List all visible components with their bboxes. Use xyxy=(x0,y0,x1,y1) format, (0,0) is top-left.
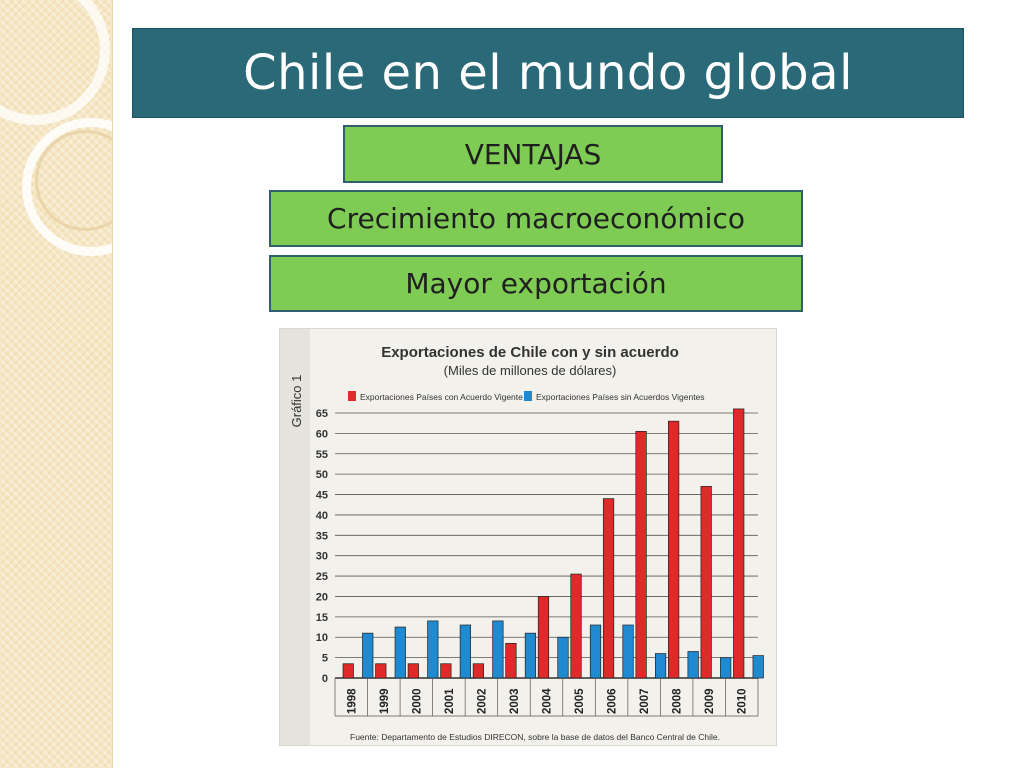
bar-with-1999 xyxy=(375,663,387,679)
bar-with-2002 xyxy=(472,663,485,679)
x-tick-label: 2001 xyxy=(444,688,456,714)
x-tick-label: 2010 xyxy=(737,688,749,714)
legend-swatch xyxy=(524,391,532,401)
bar-without-2004 xyxy=(557,636,569,679)
bar-with-2004 xyxy=(537,596,550,679)
x-tick-label: 2009 xyxy=(704,688,716,714)
bar-without-2006 xyxy=(622,624,634,679)
bar-with-2000 xyxy=(407,663,419,679)
chart-x-labels: 1998 1999 2000 2001 2002 2003 2004 2005 2006 2007… xyxy=(334,678,759,717)
chart-grid: 0 5 10 15 20 25 30 35 40 45 50 55 60 65 xyxy=(316,408,758,685)
x-tick-label: 2006 xyxy=(607,688,619,714)
bar-with-2006 xyxy=(602,498,615,679)
bar-without-2008 xyxy=(687,651,699,679)
side-label-band xyxy=(280,329,310,745)
y-tick-label: 5 xyxy=(322,653,328,665)
decorative-ring xyxy=(0,0,110,125)
y-tick-label: 65 xyxy=(316,408,328,420)
x-tick-label: 1999 xyxy=(379,688,391,714)
x-tick-label: 1998 xyxy=(346,688,358,714)
decorative-ring xyxy=(22,118,112,256)
bar-without-2002 xyxy=(492,620,504,679)
bar-without-2003 xyxy=(524,632,537,679)
bar-chart: Gráfico 1 Exportaciones de Chile con y s… xyxy=(280,329,764,745)
y-tick-label: 45 xyxy=(316,490,328,502)
y-tick-label: 60 xyxy=(316,428,328,440)
bar-without-2009 xyxy=(720,657,732,679)
bar-without-2005 xyxy=(589,624,602,679)
x-tick-label: 2000 xyxy=(411,688,423,714)
chart-legend: Exportaciones Países con Acuerdo Vigente… xyxy=(348,391,705,402)
bar-with-2007 xyxy=(635,430,647,679)
y-tick-label: 40 xyxy=(316,510,328,522)
y-tick-label: 0 xyxy=(322,673,328,685)
tag-label: Mayor exportación xyxy=(405,267,667,300)
x-tick-label: 2003 xyxy=(509,688,521,714)
tag-label: VENTAJAS xyxy=(464,137,602,171)
x-tick-label: 2004 xyxy=(542,688,554,714)
slide-title-bar: Chile en el mundo global xyxy=(132,28,964,118)
tag-crecimiento: Crecimiento macroeconómico xyxy=(269,190,803,247)
x-tick-label: 2005 xyxy=(574,688,586,714)
legend-label: Exportaciones Países sin Acuerdos Vigent… xyxy=(536,392,705,402)
bar-with-2009 xyxy=(700,486,712,679)
y-tick-label: 50 xyxy=(316,469,328,481)
bar-with-2008 xyxy=(668,420,680,679)
chart-panel: Gráfico 1 Exportaciones de Chile con y s… xyxy=(279,328,777,746)
y-tick-label: 30 xyxy=(316,551,328,563)
bar-with-1998 xyxy=(342,663,354,679)
bar-with-2005 xyxy=(570,573,582,679)
y-tick-label: 25 xyxy=(316,571,328,583)
bar-with-2010 xyxy=(733,408,745,679)
bar-without-2001 xyxy=(459,624,471,679)
tag-label: Crecimiento macroeconómico xyxy=(327,202,745,235)
decorative-ring xyxy=(35,130,112,231)
chart-title: Exportaciones de Chile con y sin acuerdo xyxy=(381,344,679,361)
y-tick-label: 10 xyxy=(316,632,328,644)
chart-subtitle: (Miles de millones de dólares) xyxy=(444,363,617,378)
chart-source: Fuente: Departamento de Estudios DIRECON… xyxy=(350,732,720,742)
decorative-side-strip xyxy=(0,0,113,768)
x-tick-label: 2008 xyxy=(672,688,684,714)
legend-swatch xyxy=(348,391,356,401)
y-tick-label: 15 xyxy=(316,612,328,624)
tag-exportacion: Mayor exportación xyxy=(269,255,803,312)
bar-without-2000 xyxy=(427,620,439,679)
chart-bars xyxy=(342,408,764,679)
y-tick-label: 55 xyxy=(316,449,328,461)
slide-title: Chile en el mundo global xyxy=(243,45,853,101)
x-tick-label: 2007 xyxy=(639,688,651,714)
bar-without-1998 xyxy=(362,632,374,679)
legend-label: Exportaciones Países con Acuerdo Vigente xyxy=(360,392,523,402)
bar-without-1999 xyxy=(394,626,406,679)
y-tick-label: 35 xyxy=(316,530,328,542)
y-tick-label: 20 xyxy=(316,591,328,603)
bar-with-2003 xyxy=(505,642,517,679)
tag-ventajas: VENTAJAS xyxy=(343,125,723,183)
bar-without-2007 xyxy=(654,653,667,679)
bar-with-2001 xyxy=(440,663,452,679)
x-tick-label: 2002 xyxy=(476,688,488,714)
bar-without-2010 xyxy=(752,655,764,679)
chart-side-label: Gráfico 1 xyxy=(289,375,304,428)
